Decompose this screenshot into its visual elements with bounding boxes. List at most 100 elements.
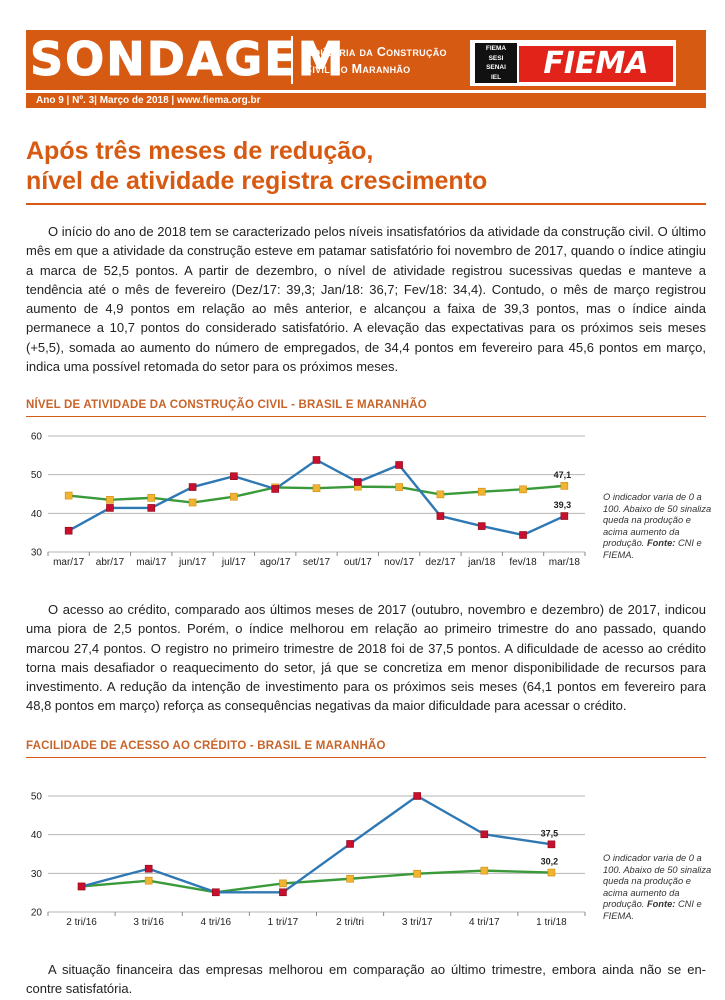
issue-bar bbox=[26, 93, 706, 108]
data-point-ma bbox=[106, 504, 114, 512]
data-label: 47,1 bbox=[554, 470, 572, 480]
x-tick-label: 2 tri/16 bbox=[66, 917, 97, 928]
note-source-label: Fonte: bbox=[646, 899, 676, 909]
x-tick-label: jan/18 bbox=[467, 557, 496, 568]
data-point-br bbox=[413, 869, 421, 878]
paragraph-text: O acesso ao crédito, comparado aos últim… bbox=[26, 602, 706, 714]
system-logo: FIEMA SESI SENAI IEL bbox=[475, 43, 517, 83]
data-point-ma bbox=[312, 456, 321, 464]
paragraph: A situação financeira das empresas melho… bbox=[26, 960, 706, 999]
data-point-br bbox=[547, 868, 556, 877]
data-point-ma bbox=[480, 830, 489, 839]
chart-note: O indicador varia de 0 a 100. Abaixo de … bbox=[603, 492, 713, 561]
data-point-br bbox=[477, 487, 486, 496]
logo-small-line: SESI bbox=[488, 54, 504, 62]
x-tick-label: abr/17 bbox=[96, 557, 125, 568]
data-point-br bbox=[312, 484, 321, 492]
x-tick-label: fev/18 bbox=[509, 557, 537, 568]
data-point-br bbox=[519, 485, 527, 494]
issue-info: Ano 9 | Nº. 3| Março de 2018 | www.fiema… bbox=[36, 95, 261, 106]
data-point-ma bbox=[436, 512, 445, 520]
data-point-br bbox=[480, 866, 489, 875]
data-label: 37,5 bbox=[541, 828, 559, 838]
section-rule bbox=[26, 416, 706, 417]
logo-small-line: FIEMA bbox=[485, 45, 507, 52]
publication-title: SONDAGEM bbox=[29, 32, 346, 87]
paragraph-text: A situação financeira das empresas melho… bbox=[26, 962, 706, 997]
note-text: O indicador varia de 0 a 100. Abaixo de … bbox=[603, 492, 712, 548]
data-label: 30,2 bbox=[541, 857, 559, 867]
chart-title: FACILIDADE DE ACESSO AO CRÉDITO - BRASIL… bbox=[26, 740, 386, 752]
chart-title: NÍVEL DE ATIVIDADE DA CONSTRUÇÃO CIVIL -… bbox=[26, 399, 427, 411]
data-point-br bbox=[346, 874, 354, 883]
data-point-br bbox=[436, 490, 445, 499]
data-point-br bbox=[279, 879, 287, 888]
headline-rule bbox=[26, 203, 706, 205]
data-point-br bbox=[188, 498, 197, 507]
x-tick-label: out/17 bbox=[344, 557, 372, 568]
data-point-br bbox=[147, 494, 156, 502]
data-point-br bbox=[560, 482, 569, 490]
x-tick-label: mar/18 bbox=[549, 557, 581, 568]
series-line-br bbox=[81, 869, 552, 894]
data-point-ma bbox=[188, 483, 197, 491]
x-tick-label: 3 tri/16 bbox=[133, 917, 164, 928]
data-point-ma bbox=[279, 888, 287, 897]
publication-subtitle-line1: Indústria da Construção bbox=[303, 45, 447, 59]
y-tick-label: 40 bbox=[31, 509, 43, 520]
headline-line1: Após três meses de redução, bbox=[26, 137, 374, 165]
paragraph-text: O início do ano de 2018 tem se caracteri… bbox=[26, 224, 706, 375]
masthead-divider bbox=[291, 36, 293, 84]
publication-subtitle-line2: Civil do Maranhão bbox=[303, 62, 411, 76]
data-point-ma bbox=[354, 478, 362, 486]
x-tick-label: 4 tri/16 bbox=[201, 917, 232, 928]
x-tick-label: 1 tri/18 bbox=[536, 917, 567, 928]
y-tick-label: 50 bbox=[31, 792, 43, 803]
data-point-ma bbox=[477, 522, 486, 530]
note-text: O indicador varia de 0 a 100. Abaixo de … bbox=[603, 853, 712, 909]
y-tick-label: 40 bbox=[31, 830, 43, 841]
logo-small-line: IEL bbox=[490, 73, 502, 81]
data-label: 39,3 bbox=[554, 500, 572, 510]
y-tick-label: 30 bbox=[31, 869, 43, 880]
note-source: CNI e FIEMA. bbox=[603, 899, 702, 921]
logo-small-line: SENAI bbox=[486, 64, 506, 71]
y-tick-label: 50 bbox=[31, 470, 43, 481]
data-point-ma bbox=[413, 792, 421, 800]
x-tick-label: 3 tri/17 bbox=[402, 917, 433, 928]
data-point-ma bbox=[395, 461, 403, 469]
data-point-br bbox=[144, 876, 153, 885]
x-tick-label: mai/17 bbox=[136, 557, 166, 568]
y-tick-label: 30 bbox=[31, 548, 43, 559]
section-rule bbox=[26, 757, 706, 758]
x-tick-label: ago/17 bbox=[260, 557, 291, 568]
data-point-ma bbox=[560, 512, 569, 520]
headline-line2: nível de atividade registra crescimento bbox=[26, 167, 488, 195]
data-point-ma bbox=[144, 864, 153, 873]
activity-chart: 30 40 50 60 mar/17 abr/17 mai/17 jun/17 jul/17 ag… bbox=[31, 432, 586, 568]
data-point-ma bbox=[346, 840, 354, 848]
data-point-ma bbox=[212, 888, 220, 897]
x-tick-label: dez/17 bbox=[425, 557, 455, 568]
x-tick-label: mar/17 bbox=[53, 557, 85, 568]
data-point-ma bbox=[77, 882, 86, 891]
note-source: CNI e FIEMA. bbox=[603, 538, 702, 560]
x-tick-label: 1 tri/17 bbox=[268, 917, 299, 928]
note-source-label: Fonte: bbox=[646, 538, 676, 548]
x-tick-label: nov/17 bbox=[384, 557, 414, 568]
x-tick-label: 2 tri/tri bbox=[336, 917, 364, 928]
paragraph: O início do ano de 2018 tem se caracteri… bbox=[26, 222, 706, 376]
data-point-br bbox=[64, 491, 73, 500]
x-tick-label: jun/17 bbox=[178, 557, 207, 568]
paragraph: O acesso ao crédito, comparado aos últim… bbox=[26, 600, 706, 716]
x-tick-label: set/17 bbox=[303, 557, 331, 568]
data-point-br bbox=[230, 492, 238, 501]
data-point-br bbox=[106, 496, 114, 504]
data-point-ma bbox=[547, 840, 556, 849]
series-line-ma bbox=[81, 794, 552, 894]
fiema-logo: FIEMA bbox=[519, 46, 673, 82]
data-point-ma bbox=[64, 526, 73, 535]
data-point-ma bbox=[147, 504, 156, 512]
data-point-br bbox=[395, 483, 403, 491]
data-point-ma bbox=[271, 485, 279, 493]
